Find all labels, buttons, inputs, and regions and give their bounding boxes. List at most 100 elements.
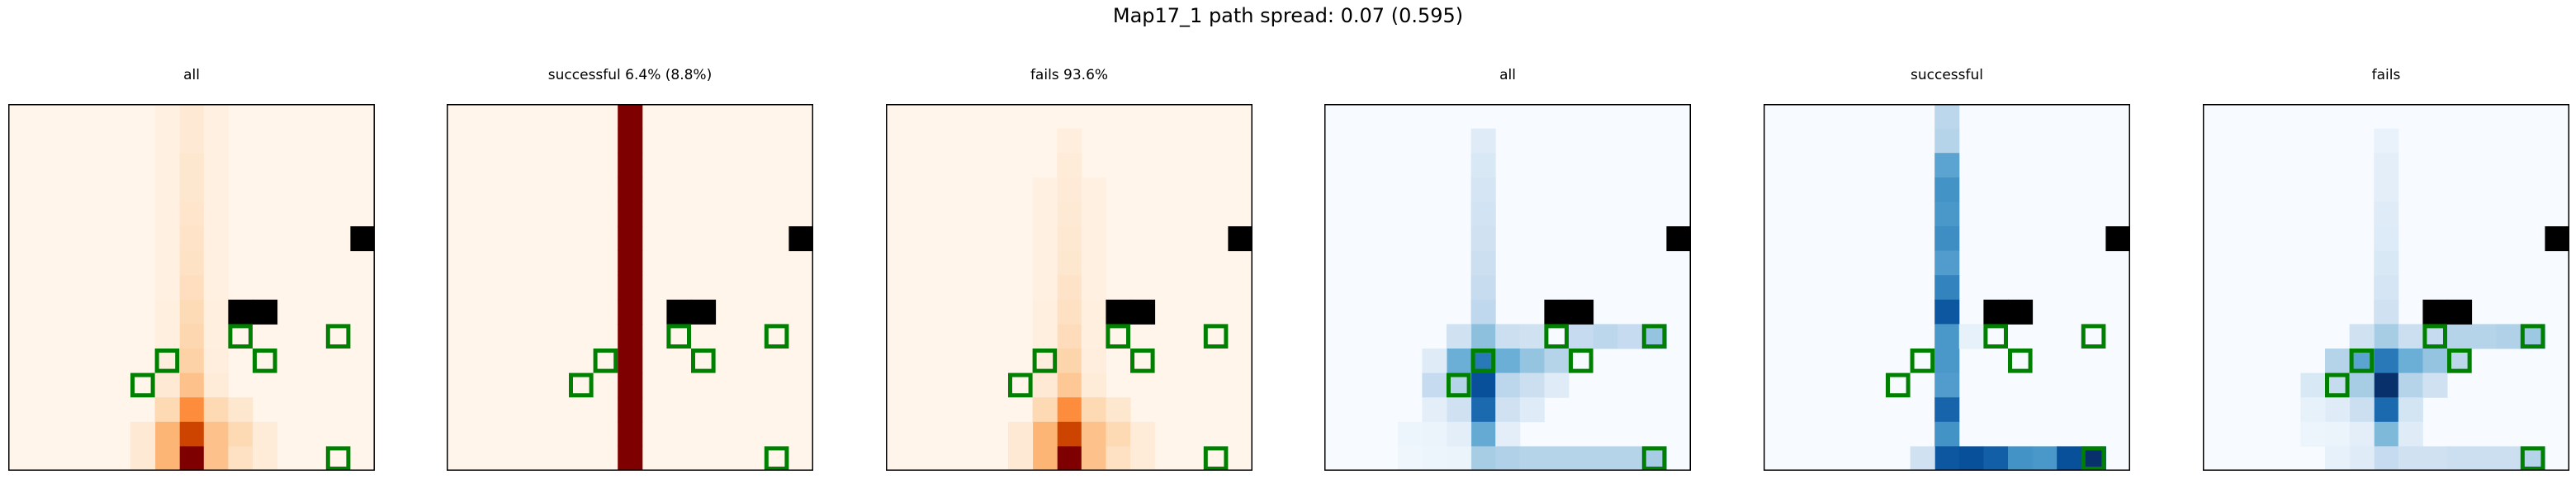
goal-marker [154,349,180,373]
heatmap-cell [179,446,205,471]
heatmap-cell [154,299,180,325]
heatmap-cell [2447,324,2473,349]
heatmap-cell [2374,226,2399,252]
heatmap-cell [130,421,156,447]
heatmap-cell [1008,421,1034,447]
heatmap-cell [1057,324,1082,349]
heatmap-cell [618,446,643,471]
obstacle-cell [666,299,692,325]
heatmap-cell [2422,446,2448,471]
heatmap-cell [203,275,229,301]
heatmap-cell [203,128,229,154]
heatmap-cell [228,446,253,471]
goal-marker [569,372,594,398]
panel-title-2: successful 6.4% (8.8%) [547,67,713,83]
heatmap-cell [1447,324,1472,349]
heatmap-cell [1032,372,1058,398]
heatmap-cell [2398,421,2423,447]
goal-marker [1569,349,1593,373]
heatmap-cell [154,177,180,202]
axes-frame [886,104,1252,471]
heatmap-cell [1617,324,1643,349]
heatmap-cell [618,421,643,447]
heatmap-cell [1057,421,1082,447]
heatmap-cell [1569,446,1594,471]
heatmap-cell [1032,275,1058,301]
heatmap-cell [203,226,229,252]
heatmap-cell [1934,372,1960,398]
goal-marker [1203,446,1229,471]
heatmap-cell [1544,372,1570,398]
heatmap-cell [1081,397,1106,423]
heatmap-panel-2 [447,104,813,471]
heatmap-cell [1081,250,1106,276]
heatmap-cell [1519,372,1545,398]
heatmap-cell [1057,153,1082,178]
heatmap-cell [1470,397,1496,423]
heatmap-cell [2008,446,2034,471]
heatmap-cell [1934,275,1960,301]
obstacle-cell [691,299,717,325]
heatmap-cell [2398,372,2423,398]
heatmap-cell [179,153,205,178]
heatmap-cell [154,324,180,349]
heatmap-cell [1910,446,1935,471]
heatmap-cell [2447,446,2473,471]
heatmap-cell [1447,349,1472,374]
heatmap-cell [2349,372,2375,398]
heatmap-cell [618,372,643,398]
heatmap-cell [1057,226,1082,252]
goal-marker [1886,372,1911,398]
heatmap-cell [1397,446,1423,471]
heatmap-cell [1057,275,1082,301]
heatmap-cell [1934,446,1960,471]
heatmap-cell [1032,299,1058,325]
heatmap-cell [1106,421,1131,447]
heatmap-cell [2374,397,2399,423]
goal-marker [2081,446,2106,471]
heatmap-cell [154,202,180,227]
goal-marker [1203,324,1229,349]
heatmap-cell [1495,349,1521,374]
heatmap-cell [2349,446,2375,471]
heatmap-cell [179,421,205,447]
heatmap-cell [2349,421,2375,447]
heatmap-cell [2325,421,2351,447]
heatmap-cell [1032,226,1058,252]
heatmap-cell [1495,372,1521,398]
obstacle-cell [2422,299,2448,325]
heatmap-cell [154,421,180,447]
heatmap-cell [618,226,643,252]
heatmap-cell [1081,299,1106,325]
heatmap-cell [618,104,643,130]
goal-marker [1641,324,1667,349]
obstacle-cell [2008,299,2034,325]
heatmap-cell [618,128,643,154]
heatmap-cell [179,202,205,227]
heatmap-cell [203,104,229,130]
heatmap-cell [618,177,643,202]
heatmap-cell [618,397,643,423]
heatmap-cell [2374,349,2399,374]
heatmap-cell [203,250,229,276]
figure-title: Map17_1 path spread: 0.07 (0.595) [1112,4,1464,27]
heatmap-cell [1057,177,1082,202]
heatmap-cell [2057,446,2082,471]
heatmap-cell [130,446,156,471]
heatmap-panel-4 [1324,104,1691,471]
heatmap-cell [1934,226,1960,252]
goal-marker [228,324,253,349]
heatmap-cell [1934,177,1960,202]
goal-marker [593,349,618,373]
heatmap-cell [1934,397,1960,423]
goal-marker [1106,324,1130,349]
heatmap-cell [1422,421,1447,447]
heatmap-cell [1130,446,1156,471]
heatmap-cell [1057,250,1082,276]
obstacle-cell [350,226,375,252]
heatmap-cell [1934,153,1960,178]
heatmap-cell [2374,324,2399,349]
axes-frame [1764,104,2130,471]
heatmap-cell [1057,397,1082,423]
heatmap-cell [179,104,205,130]
